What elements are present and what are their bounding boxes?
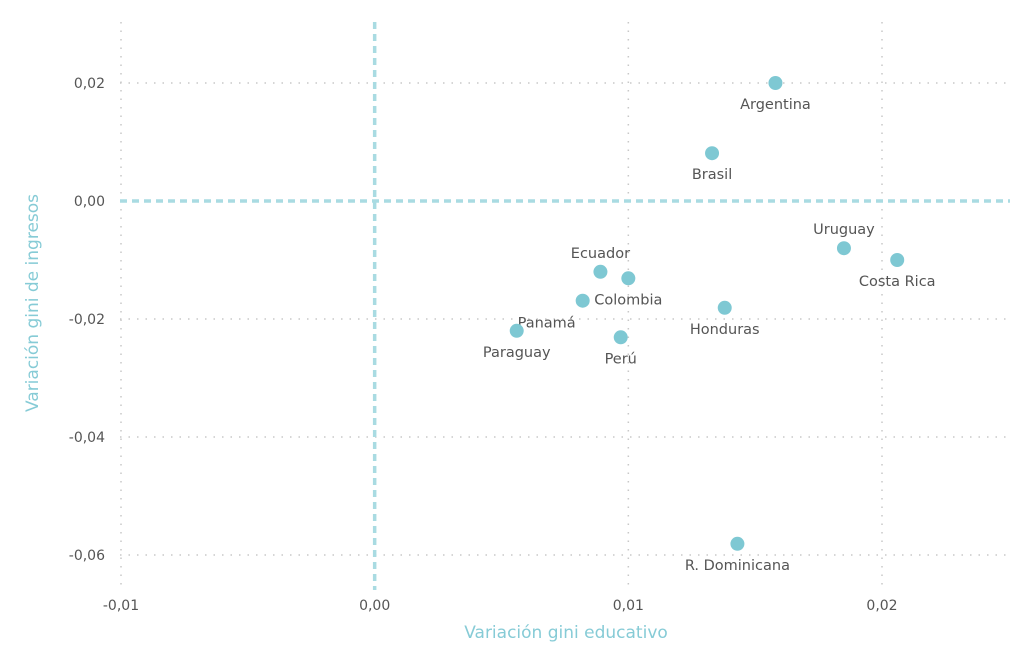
x-tick-label: 0,02: [866, 598, 897, 614]
data-point-label: Costa Rica: [859, 274, 936, 290]
data-point-label: Ecuador: [571, 246, 630, 262]
y-tick-label: 0,00: [74, 194, 105, 210]
data-point: [717, 300, 732, 315]
data-point: [836, 241, 851, 256]
y-tick-label: -0,04: [69, 430, 105, 446]
y-tick-label: 0,02: [74, 76, 105, 92]
data-point: [575, 293, 590, 308]
data-point-label: Colombia: [594, 292, 662, 308]
y-axis-title: Variación gini de ingresos: [23, 194, 43, 412]
data-point-label: Panamá: [518, 316, 576, 332]
y-tick-label: -0,06: [69, 548, 105, 564]
data-point: [705, 146, 720, 161]
data-point: [593, 264, 608, 279]
data-point-label: Honduras: [690, 322, 760, 338]
data-point-label: Brasil: [692, 167, 732, 183]
data-point-label: Uruguay: [813, 222, 875, 238]
data-point: [509, 323, 524, 338]
data-point: [768, 76, 783, 90]
x-tick-label: 0,00: [359, 598, 390, 614]
data-points: Argentina Brasil Uruguay Costa Rica Ecuador C…: [483, 76, 936, 574]
tick-labels: -0,01 0,00 0,01 0,02 0,02 0,00 -0,02 -0,04 -0,06: [69, 76, 898, 614]
y-tick-label: -0,02: [69, 312, 105, 328]
data-point-label: Perú: [605, 351, 637, 367]
data-point: [621, 271, 636, 286]
x-tick-label: -0,01: [103, 598, 139, 614]
x-tick-label: 0,01: [613, 598, 644, 614]
data-point-label: R. Dominicana: [685, 558, 790, 574]
data-point: [613, 330, 628, 345]
data-point-label: Paraguay: [483, 345, 551, 361]
data-point: [890, 253, 905, 267]
data-point-label: Argentina: [740, 97, 811, 113]
reference-lines: [120, 22, 1010, 590]
x-axis-title: Variación gini educativo: [464, 623, 668, 643]
gridlines: [120, 22, 1010, 590]
data-point: [730, 536, 745, 551]
